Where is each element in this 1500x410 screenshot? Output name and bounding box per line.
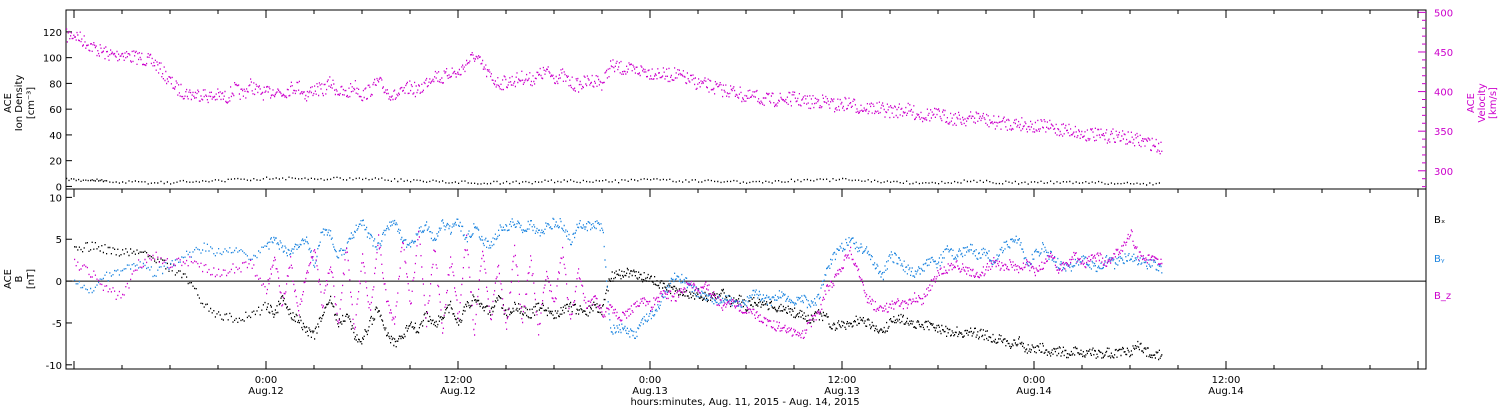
density-tick-label: 0 [56, 182, 62, 193]
b-tick-label: -10 [46, 361, 62, 372]
b-series-magenta-points [74, 229, 1163, 339]
velocity-tick-label: 300 [1434, 167, 1453, 178]
x-tick-date: Aug.13 [824, 386, 859, 397]
b-tick-label: -5 [52, 319, 62, 330]
top-left-axis: 0 20 40 60 80 100 120 [43, 28, 72, 193]
x-axis: 0:00Aug.1212:00Aug.120:00Aug.1312:00Aug.… [73, 10, 1419, 397]
density-ylabel-line1: ACE [3, 93, 14, 113]
velocity-tick-label: 450 [1434, 48, 1453, 59]
velocity-ylabel-line1: ACE [1466, 93, 1477, 113]
x-tick-time: 12:00 [444, 375, 473, 386]
velocity-ylabel-line2: Velocity [1477, 83, 1488, 122]
b-series-blue-points [74, 217, 1163, 339]
top-series-black [66, 176, 1160, 186]
x-tick-time: 12:00 [828, 375, 857, 386]
velocity-tick-label: 350 [1434, 127, 1453, 138]
x-tick-time: 0:00 [255, 375, 277, 386]
b-series-black-points [74, 241, 1163, 361]
b-tick-label: 5 [56, 235, 62, 246]
b-series-blue [74, 217, 1163, 339]
x-tick-date: Aug.12 [440, 386, 475, 397]
bottom-left-axis: -10 -5 0 5 10 [46, 193, 72, 372]
x-tick-date: Aug.13 [632, 386, 667, 397]
density-tick-label: 100 [43, 54, 62, 65]
density-ylabel-line3: [cm⁻³] [26, 87, 37, 119]
x-tick-time: 0:00 [639, 375, 661, 386]
x-tick-time: 0:00 [1023, 375, 1045, 386]
bottom-panel-series [74, 217, 1163, 361]
b-ylabel-line3: [nT] [26, 269, 37, 289]
top-series-black-points [66, 176, 1160, 186]
b-series-magenta [74, 229, 1163, 339]
top-panel-frame [65, 9, 1427, 190]
velocity-tick-label: 400 [1434, 88, 1453, 99]
top-series-magenta-points [66, 28, 1163, 155]
legend-by: Bᵧ [1434, 254, 1445, 265]
x-tick-time: 12:00 [1212, 375, 1241, 386]
density-tick-label: 60 [49, 105, 62, 116]
top-panel-series [66, 28, 1163, 186]
velocity-ylabel-line3: [km/s] [1488, 87, 1499, 119]
legend-bx: Bₓ [1434, 215, 1445, 226]
density-tick-label: 20 [49, 157, 62, 168]
density-ylabel-line2: Ion Density [14, 75, 25, 132]
density-tick-label: 120 [43, 28, 62, 39]
top-series-magenta [66, 28, 1163, 155]
x-tick-date: Aug.14 [1016, 386, 1051, 397]
velocity-tick-label: 500 [1434, 8, 1453, 19]
top-right-axis: 300 350 400 450 500 [1418, 8, 1453, 188]
b-ylabel-line2: B [14, 275, 25, 282]
b-series-black [74, 241, 1163, 361]
b-ylabel-line1: ACE [3, 269, 14, 289]
x-tick-date: Aug.14 [1208, 386, 1243, 397]
b-tick-label: 10 [49, 193, 62, 204]
density-tick-label: 40 [49, 131, 62, 142]
density-tick-label: 80 [49, 79, 62, 90]
legend-bz: B_z [1434, 291, 1451, 302]
b-tick-label: 0 [56, 277, 62, 288]
x-axis-label: hours:minutes, Aug. 11, 2015 - Aug. 14, … [630, 397, 859, 408]
x-tick-date: Aug.12 [248, 386, 283, 397]
